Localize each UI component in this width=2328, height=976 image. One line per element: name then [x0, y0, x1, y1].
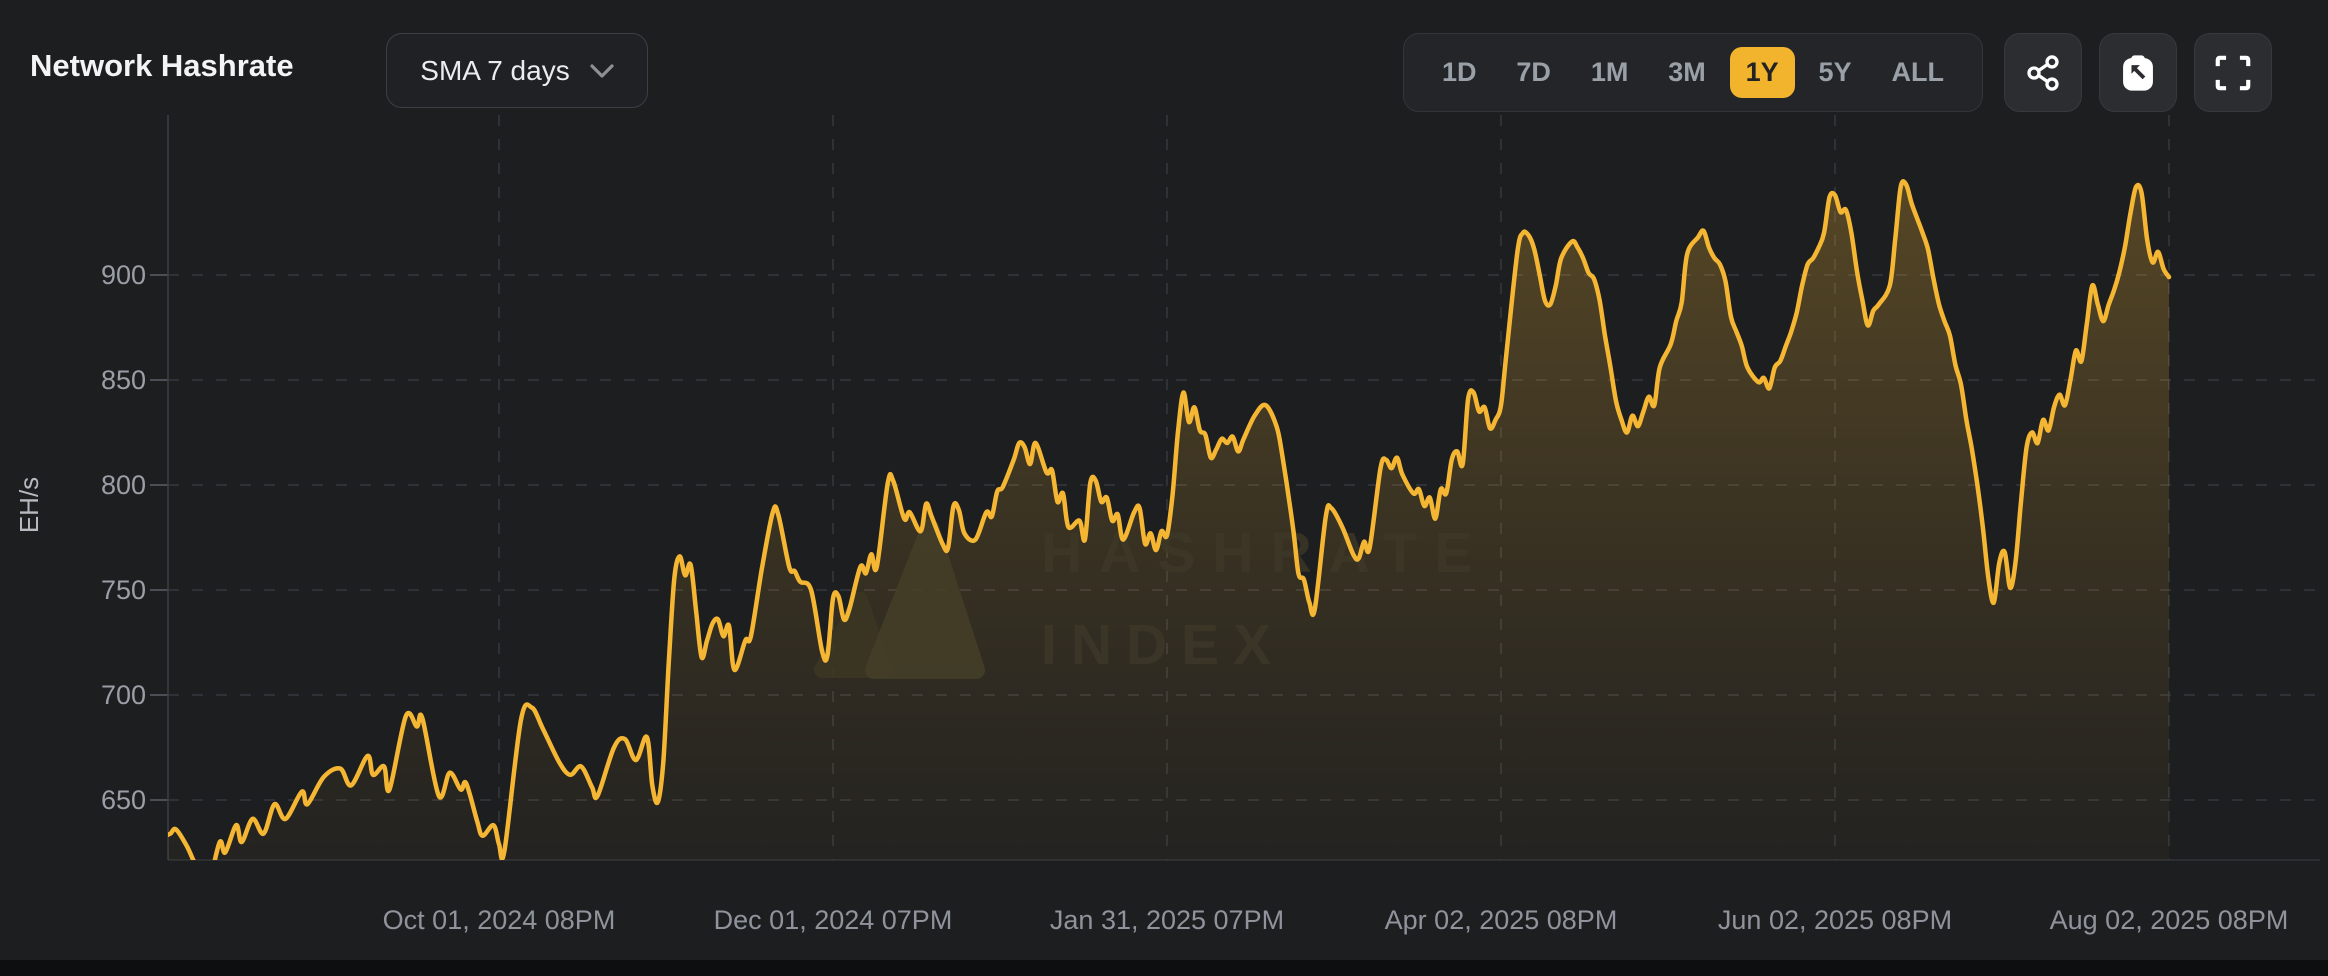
- watermark-logo-small-triangle: [814, 592, 892, 678]
- x-tick-label: Apr 02, 2025 08PM: [1385, 905, 1618, 935]
- sma-dropdown-label: SMA 7 days: [420, 54, 570, 86]
- y-tick-label: 750: [101, 575, 146, 605]
- share-button[interactable]: [2004, 33, 2082, 112]
- screenshot-button[interactable]: [2099, 33, 2177, 112]
- y-tick-label: 800: [101, 470, 146, 500]
- range-button-1m[interactable]: 1M: [1575, 47, 1645, 98]
- watermark-text-line1: HASHRATE: [1041, 521, 1489, 585]
- hashrate-line: [168, 179, 2172, 860]
- y-tick-label: 900: [101, 260, 146, 290]
- share-icon: [2027, 54, 2059, 91]
- window-bottom-edge: [0, 960, 2328, 976]
- fullscreen-icon: [2215, 55, 2251, 90]
- x-tick-label: Jun 02, 2025 08PM: [1718, 905, 1952, 935]
- range-button-all[interactable]: ALL: [1875, 47, 1959, 98]
- x-tick-label: Aug 02, 2025 08PM: [2050, 905, 2289, 935]
- x-tick-label: Jan 31, 2025 07PM: [1050, 905, 1284, 935]
- page-title: Network Hashrate: [30, 48, 294, 83]
- watermark-logo-large-triangle: [865, 519, 985, 679]
- range-button-3m[interactable]: 3M: [1652, 47, 1722, 98]
- y-tick-label: 650: [101, 785, 146, 815]
- range-button-5y[interactable]: 5Y: [1803, 47, 1868, 98]
- fullscreen-button[interactable]: [2194, 33, 2272, 112]
- y-tick-label: 700: [101, 680, 146, 710]
- chart-header: Network Hashrate SMA 7 days 1D 7D 1M 3M 1Y 5Y…: [0, 0, 2328, 130]
- y-tick-label: 850: [101, 365, 146, 395]
- sma-dropdown[interactable]: SMA 7 days: [386, 33, 648, 108]
- watermark-text-line2: INDEX: [1041, 613, 1285, 677]
- range-button-7d[interactable]: 7D: [1500, 47, 1567, 98]
- grid-layer: 650 700 750 800 850 900 Oct 01, 2024 08PM Dec 0…: [101, 115, 2320, 935]
- watermark: HASHRATE INDEX: [814, 519, 1489, 679]
- range-selector: 1D 7D 1M 3M 1Y 5Y ALL: [1403, 33, 1983, 112]
- x-tick-label: Dec 01, 2024 07PM: [714, 905, 953, 935]
- range-button-1d[interactable]: 1D: [1426, 47, 1493, 98]
- screenshot-icon: [2123, 54, 2153, 91]
- chevron-down-icon: [590, 63, 614, 78]
- range-button-1y[interactable]: 1Y: [1729, 47, 1795, 98]
- y-axis-unit-label: EH/s: [14, 477, 44, 533]
- x-tick-label: Oct 01, 2024 08PM: [383, 905, 616, 935]
